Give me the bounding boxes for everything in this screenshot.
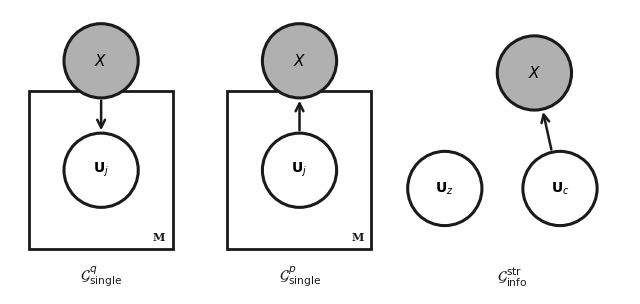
Ellipse shape	[64, 24, 138, 98]
Text: $\mathcal{G}^{q}_{\mathrm{single}}$: $\mathcal{G}^{q}_{\mathrm{single}}$	[80, 264, 122, 289]
Ellipse shape	[64, 133, 138, 207]
Bar	[227, 91, 371, 249]
Text: $X$: $X$	[95, 53, 108, 69]
Text: $\mathbf{U}_c$: $\mathbf{U}_c$	[550, 180, 570, 197]
Ellipse shape	[408, 151, 482, 226]
Text: M: M	[153, 232, 165, 243]
Text: M: M	[351, 232, 364, 243]
Text: $\mathbf{U}_z$: $\mathbf{U}_z$	[435, 180, 454, 197]
Text: $\mathcal{G}^{p}_{\mathrm{single}}$: $\mathcal{G}^{p}_{\mathrm{single}}$	[278, 264, 321, 289]
Ellipse shape	[262, 133, 337, 207]
Text: $X$: $X$	[528, 65, 541, 81]
Ellipse shape	[523, 151, 597, 226]
Ellipse shape	[497, 36, 572, 110]
Text: $\mathbf{U}_j$: $\mathbf{U}_j$	[93, 161, 109, 179]
Text: $\mathbf{U}_j$: $\mathbf{U}_j$	[291, 161, 308, 179]
Ellipse shape	[262, 24, 337, 98]
Text: $\mathcal{G}^{\mathrm{str}}_{\mathrm{info}}$: $\mathcal{G}^{\mathrm{str}}_{\mathrm{inf…	[497, 266, 527, 289]
Text: $X$: $X$	[293, 53, 306, 69]
Bar	[29, 91, 173, 249]
